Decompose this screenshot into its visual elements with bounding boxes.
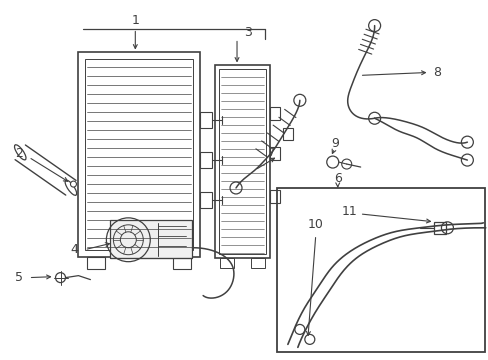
Bar — [200, 152, 212, 168]
Bar — [276, 188, 484, 352]
Text: 11: 11 — [341, 205, 357, 219]
Bar — [173, 257, 191, 269]
Ellipse shape — [15, 145, 26, 160]
Bar — [110, 220, 192, 258]
Text: 3: 3 — [244, 26, 251, 39]
Text: 9: 9 — [330, 137, 338, 150]
Text: 5: 5 — [15, 271, 22, 284]
Bar — [269, 107, 279, 120]
Circle shape — [70, 181, 76, 187]
Text: 10: 10 — [307, 218, 323, 231]
Text: 1: 1 — [131, 14, 139, 27]
Bar — [250, 258, 264, 268]
Text: 8: 8 — [432, 66, 441, 79]
Text: 7: 7 — [267, 145, 275, 159]
Bar — [283, 128, 292, 140]
Bar — [200, 192, 212, 208]
Bar — [200, 112, 212, 128]
Text: 2: 2 — [15, 147, 22, 159]
Text: 4: 4 — [70, 243, 78, 256]
Bar — [433, 222, 446, 234]
Bar — [269, 147, 279, 160]
Bar — [269, 190, 279, 203]
Bar — [220, 258, 234, 268]
Text: 6: 6 — [333, 171, 341, 185]
Bar — [87, 257, 105, 269]
